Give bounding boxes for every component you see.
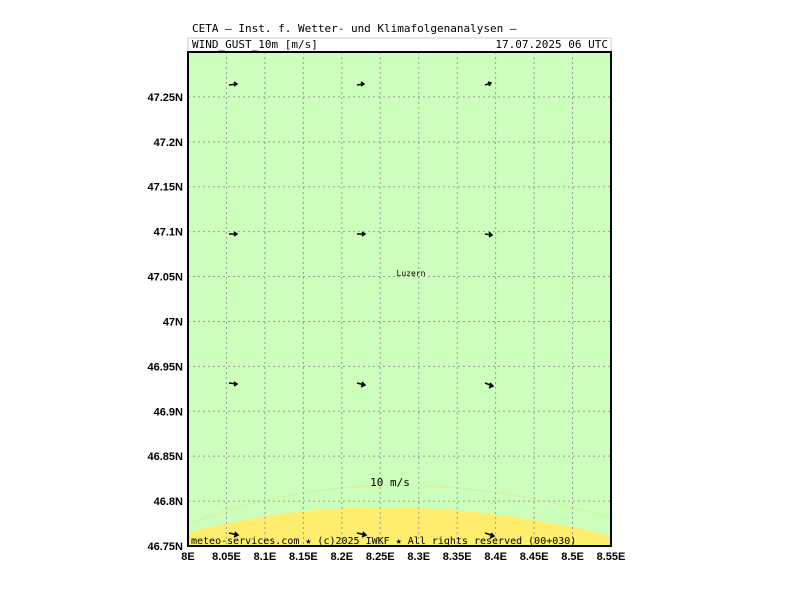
wind-arrow [484, 81, 493, 87]
x-tick-label: 8.05E [212, 551, 241, 563]
city-label: Luzern [397, 269, 426, 278]
header-title: CETA — Inst. f. Wetter- und Klimafolgena… [192, 22, 517, 35]
y-tick-label: 46.75N [148, 541, 184, 553]
y-tick-label: 46.8N [154, 496, 183, 508]
y-tick-label: 47.15N [148, 182, 184, 194]
y-tick-label: 46.85N [148, 451, 184, 463]
gust-area [188, 507, 611, 546]
wind-arrow [484, 231, 494, 238]
y-tick-label: 46.9N [154, 406, 183, 418]
wind-arrow [484, 532, 496, 539]
y-tick-label: 47N [163, 316, 183, 328]
x-tick-label: 8.35E [443, 551, 472, 563]
x-tick-label: 8E [181, 551, 194, 563]
x-tick-label: 8.55E [597, 551, 626, 563]
wind-arrow [357, 231, 367, 237]
parameter: WIND_GUST_10m [m/s] [192, 38, 318, 51]
x-tick-label: 8.25E [366, 551, 395, 563]
wind-arrow [484, 382, 495, 389]
x-tick-label: 8.5E [561, 551, 584, 563]
wind-arrow [356, 81, 366, 87]
y-tick-label: 47.2N [154, 137, 183, 149]
x-tick-label: 8.15E [289, 551, 318, 563]
wind-arrow [356, 531, 368, 538]
y-tick-label: 46.95N [148, 361, 184, 373]
contour-label: 10 m/s [370, 476, 410, 489]
x-tick-label: 8.2E [330, 551, 353, 563]
y-tick-label: 47.05N [148, 272, 184, 284]
wind-arrow [228, 381, 239, 387]
wind-arrows [228, 81, 496, 539]
wind-arrow [228, 531, 240, 538]
x-tick-label: 8.45E [520, 551, 549, 563]
x-tick-label: 8.4E [484, 551, 507, 563]
wind-arrow [228, 81, 239, 87]
y-tick-label: 47.1N [154, 227, 183, 239]
x-tick-label: 8.1E [254, 551, 277, 563]
wind-arrow [356, 381, 367, 388]
map-frame [187, 51, 612, 547]
map-area [188, 52, 611, 546]
valid-time: 17.07.2025 06 UTC [495, 38, 608, 51]
wind-arrow [229, 231, 239, 237]
y-tick-label: 47.25N [148, 92, 184, 104]
x-tick-label: 8.3E [407, 551, 430, 563]
footer: meteo-services.com ★ (c)2025 IWKF ★ All … [191, 536, 576, 547]
